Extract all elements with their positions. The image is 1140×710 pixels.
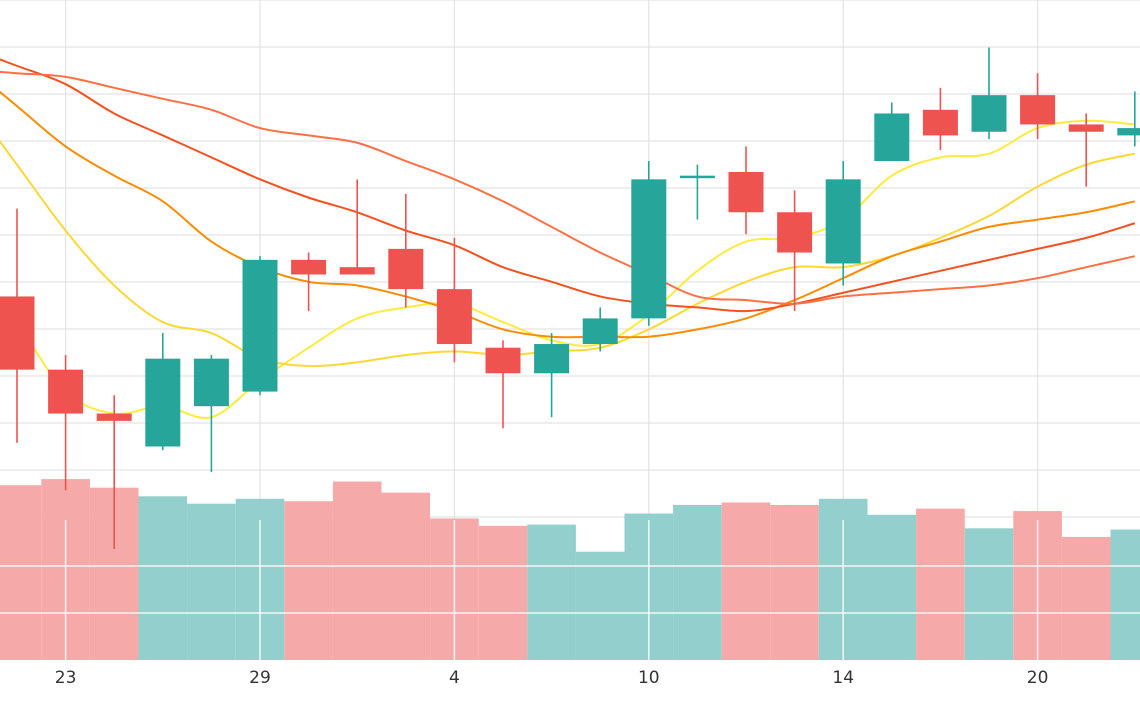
candle-body <box>777 212 813 253</box>
candle-body <box>291 259 327 275</box>
candle-down <box>0 208 35 443</box>
candle-up <box>631 161 667 326</box>
volume-bar-up <box>1110 529 1140 660</box>
candle-down <box>1020 73 1056 140</box>
volume-bar-down <box>770 504 819 660</box>
candle-body <box>485 347 521 374</box>
volume-bar-down <box>0 485 42 660</box>
volume-bar-down <box>721 502 771 660</box>
candle-body <box>582 318 618 345</box>
volume-bars <box>0 479 1140 660</box>
candle-body <box>388 248 424 290</box>
volume-bar-down <box>916 508 965 660</box>
candle-body <box>534 344 570 374</box>
candle-up <box>971 47 1007 140</box>
candle-up <box>825 161 861 286</box>
candle-body <box>193 358 229 407</box>
candle-body <box>436 289 472 345</box>
volume-bar-up <box>867 514 917 660</box>
candle-body <box>1117 128 1140 136</box>
candle-body <box>679 175 715 179</box>
candle-down <box>339 179 375 275</box>
volume-bar-down <box>478 525 528 660</box>
candle-body <box>339 267 375 275</box>
candle-down <box>388 193 424 308</box>
x-axis: 23 29 4 10 14 20 <box>55 668 1049 688</box>
volume-bar-up <box>673 504 722 660</box>
candle-body <box>48 369 84 414</box>
volume-bar-up <box>527 524 576 660</box>
candle-down <box>291 252 327 312</box>
candle-up <box>679 164 715 220</box>
candle-up <box>874 102 910 162</box>
volume-bar-up <box>964 528 1014 660</box>
x-tick-label: 10 <box>638 668 660 688</box>
candle-down <box>436 237 472 363</box>
candle-up <box>242 256 278 396</box>
x-tick-label: 29 <box>249 668 271 688</box>
candle-up <box>582 307 618 352</box>
volume-bar-down <box>284 501 333 660</box>
volume-bar-down <box>1061 536 1111 660</box>
candle-down <box>728 146 764 235</box>
candles <box>0 47 1140 549</box>
candle-up <box>145 333 181 451</box>
candle-down <box>48 355 84 491</box>
candle-down <box>922 87 958 151</box>
candle-up <box>534 333 570 418</box>
candle-up <box>1117 91 1140 147</box>
candle-body <box>631 179 667 319</box>
candle-down <box>485 340 521 429</box>
volume-bar-down <box>381 492 431 660</box>
x-tick-label: 14 <box>832 668 854 688</box>
candle-body <box>96 413 132 421</box>
candle-body <box>145 358 181 447</box>
candle-down <box>777 190 813 312</box>
x-tick-label: 4 <box>449 668 460 688</box>
candle-body <box>1068 124 1104 132</box>
candle-body <box>971 95 1007 132</box>
volume-bar-up <box>187 503 236 660</box>
x-tick-label: 23 <box>55 668 77 688</box>
volume-bar-up <box>575 551 625 660</box>
moving-average-line <box>0 58 1136 313</box>
candle-body <box>728 172 764 213</box>
candle-body <box>874 113 910 162</box>
moving-average-line <box>0 70 1136 305</box>
candle-up <box>193 355 229 473</box>
volume-bar-down <box>332 481 382 660</box>
candle-body <box>922 109 958 136</box>
candle-body <box>825 179 861 264</box>
candle-down <box>1068 113 1104 187</box>
candle-body <box>0 296 35 370</box>
volume-grid-overlay <box>0 520 1140 660</box>
volume-bar-up <box>138 496 188 660</box>
candle-body <box>242 259 278 392</box>
candle-down <box>96 395 132 549</box>
x-tick-label: 20 <box>1027 668 1049 688</box>
candle-body <box>1020 95 1056 125</box>
